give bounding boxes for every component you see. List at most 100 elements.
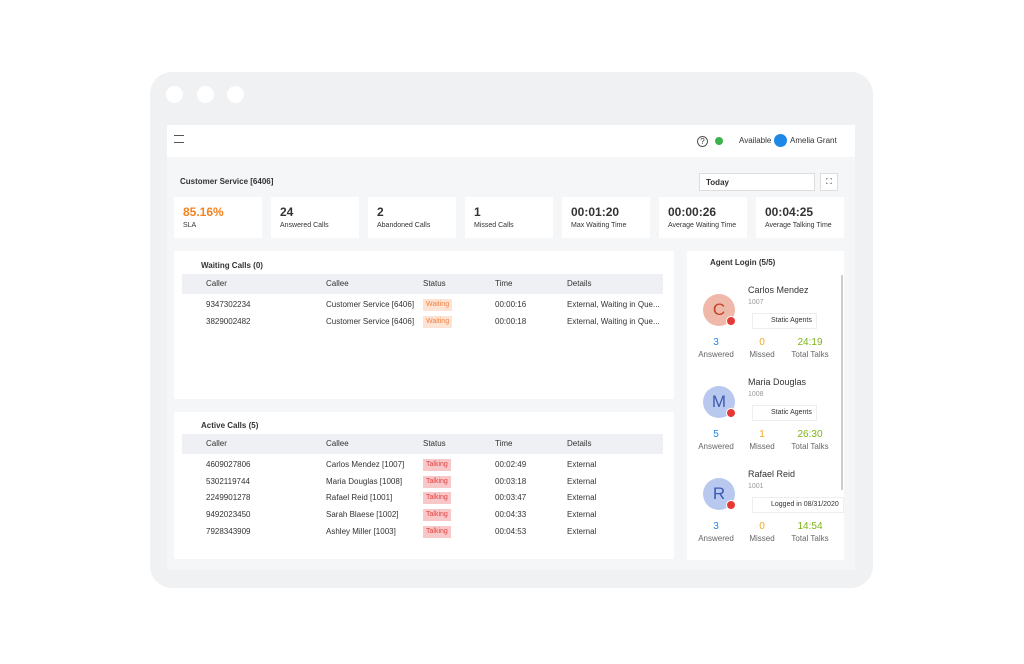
cell: 00:00:16 <box>495 300 527 309</box>
status-dot <box>726 408 736 418</box>
stat-value: 1 <box>474 205 481 219</box>
user-name[interactable]: Amelia Grant <box>790 136 837 145</box>
status-dot <box>726 500 736 510</box>
cell: Customer Service [6406] <box>326 300 415 309</box>
agent-stat-label: Answered <box>698 350 734 359</box>
cell: 00:00:18 <box>495 316 527 326</box>
column-header: Callee <box>326 279 349 288</box>
stat-card <box>562 197 650 238</box>
stat-card <box>659 197 747 238</box>
stat-label: Answered Calls <box>280 222 329 229</box>
dot <box>227 86 244 103</box>
stat-value: 24 <box>280 205 294 219</box>
agent-stat-label: Answered <box>698 442 734 451</box>
agent-stat-value: 0 <box>759 337 765 348</box>
cell: 00:04:53 <box>495 526 527 536</box>
help-icon[interactable]: ? <box>697 136 708 147</box>
stat-label: Average Waiting Time <box>668 222 737 229</box>
cell: 9492023450 <box>206 510 251 520</box>
stat-card <box>271 197 359 238</box>
column-header: Callee <box>326 439 349 448</box>
scrollbar <box>841 275 843 490</box>
agent-name: Carlos Mendez <box>748 285 809 295</box>
status-badge: Talking <box>423 475 451 488</box>
cell: 3829002482 <box>206 316 251 326</box>
agent-stat-label: Missed <box>749 534 775 543</box>
status-icon <box>715 137 723 145</box>
agent-ext: 1001 <box>748 483 764 490</box>
cell: Sarah Blaese [1002] <box>326 510 399 520</box>
agent-stat-value: 3 <box>713 337 719 348</box>
agent-stat-label: Answered <box>698 534 734 543</box>
status-badge: Waiting <box>423 315 453 328</box>
stat-label: Average Talking Time <box>765 222 832 229</box>
cell: 4609027806 <box>206 460 251 469</box>
stat-card <box>174 197 262 238</box>
date-picker[interactable] <box>699 173 815 191</box>
column-header: Caller <box>206 439 227 448</box>
column-header: Caller <box>206 279 227 288</box>
agent-stat-value: 3 <box>713 521 719 532</box>
panel-title: Waiting Calls (0) <box>201 261 263 270</box>
avatar-icon <box>774 134 787 147</box>
agent-ext: 1007 <box>748 299 764 306</box>
cell: 00:04:33 <box>495 510 527 520</box>
cell: Carlos Mendez [1007] <box>326 460 405 469</box>
cell: External <box>567 493 597 503</box>
cell: 5302119744 <box>206 476 250 486</box>
status-badge: Waiting <box>423 299 453 311</box>
column-header: Time <box>495 279 513 288</box>
agent-stat-label: Total Talks <box>791 442 829 451</box>
stat-label: Abandoned Calls <box>377 222 431 229</box>
panel-title: Agent Login (5/5) <box>710 258 776 267</box>
stat-value: 00:04:25 <box>765 205 814 219</box>
cell: External <box>567 460 597 469</box>
status-badge: Talking <box>423 525 451 538</box>
cell: External <box>567 526 597 536</box>
agent-name: Rafael Reid <box>748 469 796 479</box>
stat-label: Max Waiting Time <box>571 222 627 229</box>
status-dot <box>726 316 736 326</box>
column-header: Time <box>495 439 513 448</box>
stat-value: 85.16% <box>183 205 224 219</box>
cell: 00:02:49 <box>495 460 527 469</box>
dot <box>166 86 183 103</box>
status-text[interactable]: Available <box>739 136 772 145</box>
stat-card <box>368 197 456 238</box>
agent-stat-label: Missed <box>749 350 775 359</box>
agent-tag: Logged in 08/31/2020 <box>752 497 844 513</box>
queue-name[interactable]: Customer Service [6406] <box>180 177 274 186</box>
column-header: Details <box>567 279 592 288</box>
agent-tag: Static Agents <box>752 405 817 421</box>
cell: 9347302234 <box>206 300 251 309</box>
agent-ext: 1008 <box>748 391 764 398</box>
agent-avatar: M <box>703 386 735 418</box>
dot <box>197 86 214 103</box>
stat-label: SLA <box>183 222 197 229</box>
cell: Ashley Miller [1003] <box>326 526 396 536</box>
stat-card <box>465 197 553 238</box>
agent-stat-label: Missed <box>749 442 775 451</box>
menu-icon[interactable] <box>174 135 184 143</box>
app: ? ⛶ Available Amelia Grant Customer Servic… <box>167 125 855 570</box>
cell: Customer Service [6406] <box>326 316 415 326</box>
top-bar <box>167 125 855 157</box>
cell: External <box>567 476 597 486</box>
cell: 00:03:47 <box>495 493 527 503</box>
agent-tag: Static Agents <box>752 313 817 329</box>
status-badge: Talking <box>423 492 451 505</box>
agent-stat-value: 1 <box>759 429 765 440</box>
cell: Maria Douglas [1008] <box>326 476 403 486</box>
agent-stat-value: 0 <box>759 521 765 532</box>
stat-value: 00:01:20 <box>571 205 620 219</box>
panel-title: Active Calls (5) <box>201 421 259 430</box>
cell: External <box>567 510 597 520</box>
date-text[interactable]: Today <box>706 178 729 187</box>
stat-label: Missed Calls <box>474 222 514 229</box>
agent-stat-value: 26:30 <box>797 429 823 440</box>
stat-card <box>756 197 844 238</box>
agent-stat-label: Total Talks <box>791 534 829 543</box>
fullscreen-button[interactable]: ⛶ <box>820 173 838 191</box>
status-badge: Talking <box>423 509 451 522</box>
